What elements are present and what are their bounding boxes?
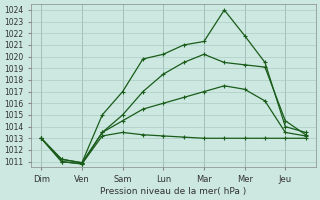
X-axis label: Pression niveau de la mer( hPa ): Pression niveau de la mer( hPa ) <box>100 187 247 196</box>
